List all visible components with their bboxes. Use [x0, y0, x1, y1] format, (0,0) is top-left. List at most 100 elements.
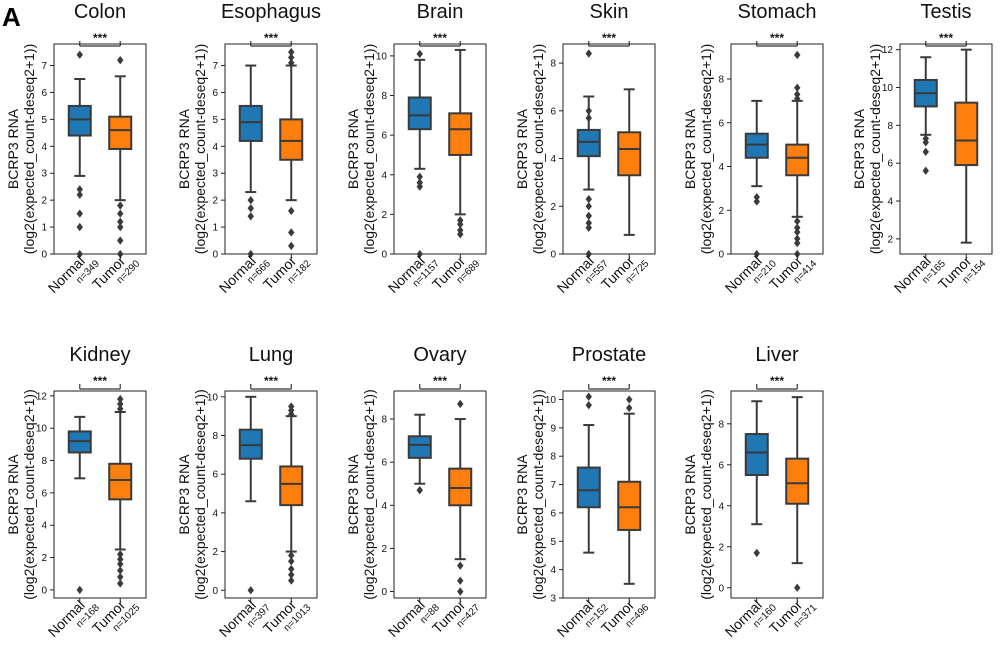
y-axis-label: BCRP3 RNA [682, 454, 698, 535]
y-tick-label: 2 [550, 202, 556, 213]
significance-label: *** [93, 374, 107, 388]
y-axis-label: BCRP3 RNA [345, 454, 361, 535]
outlier-point [416, 486, 423, 495]
y-tick-label: 0 [718, 250, 724, 261]
y-tick-label: 8 [718, 75, 724, 86]
plot-frame [393, 43, 487, 255]
y-tick-label: 3 [41, 169, 47, 180]
significance-label: *** [433, 374, 447, 388]
y-axis-label-units: (log2(expected_count-deseq2+1)) [361, 44, 377, 255]
y-tick-label: 5 [41, 115, 47, 126]
outlier-point [416, 49, 423, 59]
y-axis-label: BCRP3 RNA [176, 108, 192, 189]
outlier-point [247, 212, 254, 221]
outlier-point [794, 583, 801, 592]
y-tick-label: 12 [882, 45, 894, 56]
y-tick-label: 8 [887, 121, 893, 132]
y-tick-label: 3 [550, 594, 556, 605]
outlier-point [117, 572, 124, 582]
outlier-point [457, 576, 464, 585]
outlier-point [457, 399, 464, 409]
y-tick-label: 6 [381, 458, 387, 469]
y-axis-label: BCRP3 RNA [5, 454, 21, 535]
y-tick-label: 4 [718, 501, 724, 512]
outlier-point [416, 182, 423, 191]
y-tick-label: 4 [550, 565, 556, 576]
outlier-point [247, 586, 254, 595]
outlier-point [585, 211, 592, 220]
outlier-point [117, 236, 124, 245]
y-axis-label-units: (log2(expected_count-deseq2+1)) [192, 389, 208, 600]
significance-label: *** [264, 31, 278, 45]
box-iqr [108, 115, 133, 150]
box-iqr [407, 435, 432, 459]
y-axis-label-units: (log2(expected_count-deseq2+1)) [698, 389, 714, 600]
outlier-point [794, 90, 801, 99]
y-tick-label: 4 [718, 162, 724, 173]
outlier-point [117, 201, 124, 210]
chart-title: Esophagus [221, 1, 321, 23]
outlier-point [794, 94, 801, 103]
y-tick-label: 5 [550, 537, 556, 548]
box-iqr [407, 96, 432, 131]
plot-frame [730, 390, 824, 599]
box-iqr [744, 132, 769, 159]
outlier-point [794, 217, 801, 226]
chart-panel-testis: Testis *** 2 4 6 8 10 12 BCRP3 RNA (log2(expected… [851, 1, 993, 296]
box-iqr [617, 131, 642, 177]
outlier-point [457, 587, 464, 596]
y-tick-label: 7 [212, 61, 218, 72]
plot-frame [562, 390, 656, 599]
y-tick-label: 2 [212, 547, 218, 558]
outlier-point [117, 555, 124, 564]
box-iqr [617, 480, 642, 531]
y-tick-label: 6 [550, 508, 556, 519]
y-tick-label: 2 [887, 234, 893, 245]
chart-title: Colon [74, 1, 126, 23]
y-tick-label: 6 [381, 131, 387, 142]
y-tick-label: 5 [212, 115, 218, 126]
significance-label: *** [433, 31, 447, 45]
plot-frame [730, 43, 824, 255]
panel-label: A [2, 2, 21, 32]
chart-title: Stomach [738, 1, 817, 23]
outlier-point [922, 166, 929, 175]
outlier-point [117, 217, 124, 226]
chart-panel-skin: Skin *** 0 2 4 6 8 BCRP3 RNA (log2(expected_coun… [514, 1, 656, 296]
significance-label: *** [93, 31, 107, 45]
y-tick-label: 10 [545, 395, 557, 406]
outlier-point [288, 410, 295, 419]
box-iqr [67, 104, 92, 137]
y-tick-label: 9 [550, 423, 556, 434]
outlier-point [288, 564, 295, 574]
plot-frame [899, 43, 993, 255]
y-axis-label: BCRP3 RNA [682, 108, 698, 189]
outlier-point [922, 138, 929, 147]
y-tick-label: 7 [41, 61, 47, 72]
chart-title: Kidney [69, 344, 130, 366]
y-tick-label: 0 [381, 250, 387, 261]
y-tick-label: 0 [718, 583, 724, 594]
y-axis-label: BCRP3 RNA [176, 454, 192, 535]
y-tick-label: 1 [212, 223, 218, 234]
y-tick-label: 6 [887, 159, 893, 170]
outlier-point [794, 234, 801, 243]
plot-frame [53, 390, 147, 599]
chart-title: Liver [755, 344, 799, 366]
y-axis-label-units: (log2(expected_count-deseq2+1)) [21, 389, 37, 600]
outlier-point [76, 222, 83, 232]
outlier-point [117, 559, 124, 569]
y-tick-label: 4 [212, 142, 218, 153]
y-tick-label: 0 [381, 587, 387, 598]
chart-title: Ovary [413, 344, 466, 366]
y-axis-label: BCRP3 RNA [851, 108, 867, 189]
chart-panel-stomach: Stomach *** 0 2 4 6 8 BCRP3 RNA (log2(expected_c… [682, 1, 824, 296]
outlier-point [416, 172, 423, 181]
